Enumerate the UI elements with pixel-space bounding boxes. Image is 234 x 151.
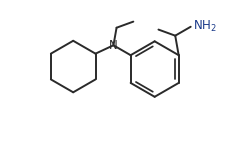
- Text: N: N: [109, 39, 118, 52]
- Text: NH$_2$: NH$_2$: [193, 19, 216, 34]
